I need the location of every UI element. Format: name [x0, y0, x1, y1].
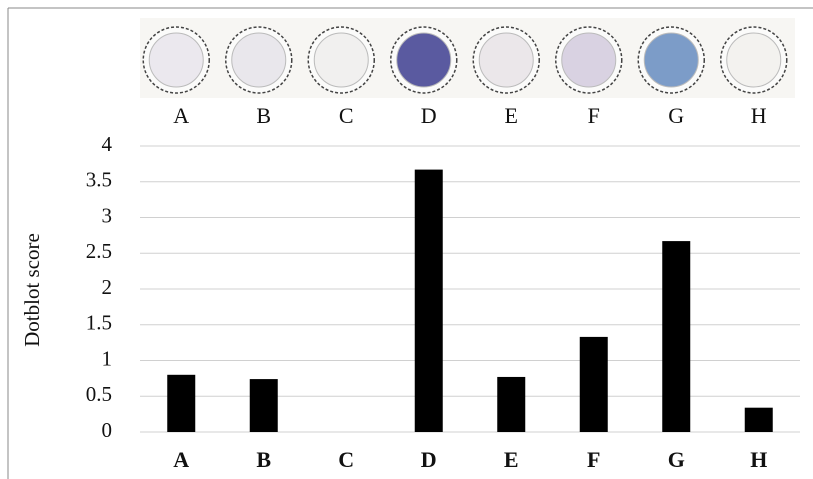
blot-label: H	[751, 103, 767, 128]
bar	[662, 241, 690, 432]
y-tick-label: 1	[102, 346, 113, 370]
blot-label: C	[339, 103, 354, 128]
blot-spot	[479, 33, 533, 87]
blot-label: B	[256, 103, 271, 128]
chart: Dotblot score 0 0.5 1 1.5 2 2.5 3 3.5 4 A A B B C C D D E…	[0, 0, 813, 479]
y-tick-label: 2.5	[86, 239, 112, 263]
blot-spot	[397, 33, 451, 87]
y-tick-label: 1.5	[86, 311, 112, 335]
x-tick-label: H	[750, 447, 767, 472]
blot-label: E	[505, 103, 518, 128]
x-tick-label: G	[668, 447, 685, 472]
y-tick-label: 4	[102, 132, 113, 156]
x-tick-label: D	[421, 447, 437, 472]
blot-spot	[314, 33, 368, 87]
y-tick-label: 3	[102, 203, 113, 227]
y-tick-label: 0.5	[86, 382, 112, 406]
blot-label: F	[588, 103, 600, 128]
x-tick-label: B	[256, 447, 271, 472]
bar	[580, 337, 608, 432]
x-tick-label: F	[587, 447, 600, 472]
blot-spot	[727, 33, 781, 87]
blot-label: D	[421, 103, 437, 128]
bar	[745, 408, 773, 432]
bar	[415, 170, 443, 432]
bar	[167, 375, 195, 432]
blot-label: G	[668, 103, 684, 128]
x-tick-label: E	[504, 447, 519, 472]
blot-spot	[562, 33, 616, 87]
y-tick-label: 0	[102, 418, 113, 442]
y-tick-label: 2	[102, 275, 113, 299]
bar	[497, 377, 525, 432]
blot-label: A	[173, 103, 189, 128]
blot-spot	[232, 33, 286, 87]
y-axis-label: Dotblot score	[20, 233, 44, 347]
blot-spot	[149, 33, 203, 87]
x-tick-label: A	[173, 447, 189, 472]
blot-spot	[644, 33, 698, 87]
x-tick-label: C	[338, 447, 354, 472]
bar	[250, 379, 278, 432]
y-tick-label: 3.5	[86, 168, 112, 192]
